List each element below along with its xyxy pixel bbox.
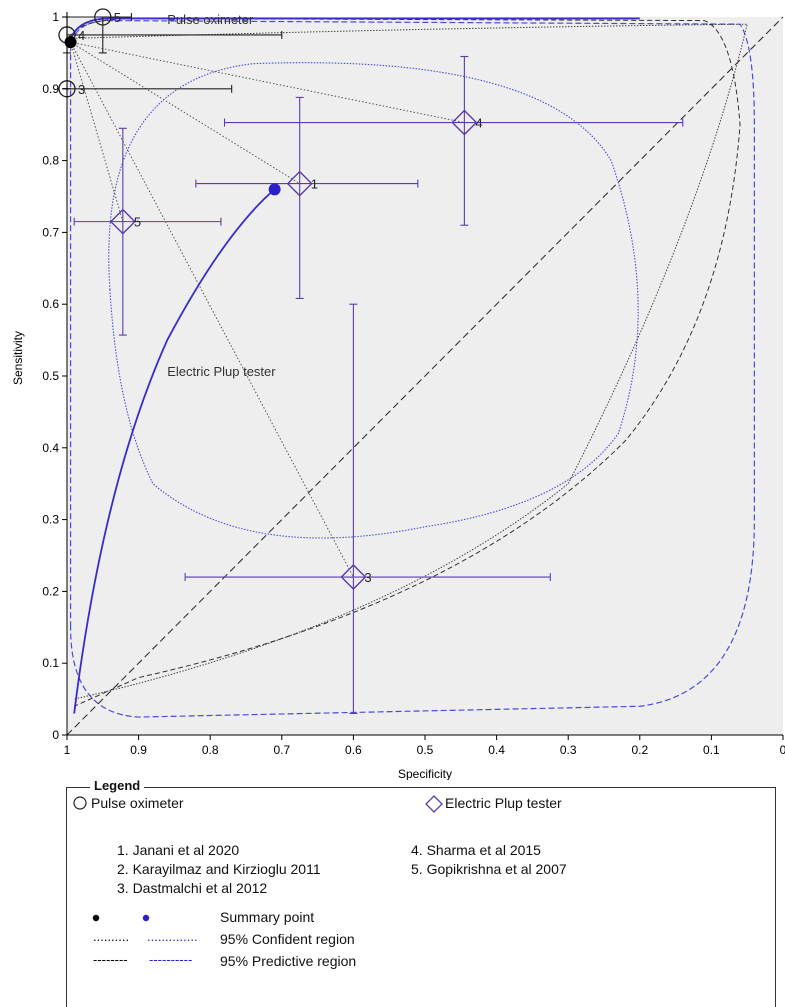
plup-study-1-label: 1 [311,177,318,192]
legend-title: Legend [90,778,145,793]
y-tick-label-10: 1 [52,10,59,24]
x-tick-label-7: 0.3 [560,743,577,757]
plup-study-4-marker [451,109,478,136]
y-tick-label-7: 0.7 [42,225,59,239]
pulse-predictive-region [66,17,741,707]
plup-study-3-marker [340,564,367,591]
plup-study-1-marker [286,170,313,197]
plup-sroc-curve [73,188,276,714]
x-tick-label-2: 0.8 [202,743,219,757]
legend-pred-dashes-black: -------- [93,952,128,967]
legend-summary-label: Summary point [220,909,315,925]
study-4: 4. Sharma et al 2015 [411,842,541,858]
legend-pred-dashes-blue: ---------- [149,952,193,967]
y-tick-label-4: 0.4 [42,441,59,455]
study-5: 5. Gopikrishna et al 2007 [411,861,567,877]
x-tick-label-0: 1 [64,743,71,757]
plup-summary-point [268,183,281,196]
x-tick-label-10: 0 [780,743,785,757]
reference-diagonal [66,16,784,736]
legend-conf-dots-blue: .............. [147,929,198,944]
x-tick-label-9: 0.1 [703,743,720,757]
summary-black-dot [92,914,100,922]
y-tick-label-8: 0.8 [42,154,59,168]
legend-conf-dots-black: .......... [93,929,130,944]
legend-box [66,787,776,1007]
connector-line-2 [70,41,300,185]
pulse-study-3-label: 3 [78,82,85,97]
pulse-study-5-label: 5 [114,10,121,25]
plup-study-5-label: 5 [134,215,141,230]
pulse-legend-icon [73,796,87,810]
connector-line-0 [70,41,354,578]
plup-curve-label: Electric Plup tester [167,364,276,379]
x-tick-label-8: 0.2 [631,743,648,757]
pulse-study-5-marker [94,8,112,26]
x-tick-label-6: 0.4 [488,743,505,757]
summary-blue-dot [142,914,150,922]
legend-confident-label: 95% Confident region [220,931,355,947]
plup-confident-region [108,62,639,539]
pulse-study-4-label: 4 [78,28,85,43]
x-tick-label-5: 0.5 [417,743,434,757]
connector-line-1 [70,41,465,124]
summary-legend-icons [92,914,150,922]
study-3: 3. Dastmalchi et al 2012 [117,880,268,896]
x-tick-label-1: 0.9 [130,743,147,757]
x-axis-label: Specificity [398,767,452,780]
y-tick-label-9: 0.9 [42,82,59,96]
x-tick-label-4: 0.6 [345,743,362,757]
plup-study-4-label: 4 [475,116,482,131]
x-tick-label-3: 0.7 [273,743,290,757]
y-tick-label-3: 0.3 [42,513,59,527]
study-2: 2. Karayilmaz and Kirzioglu 2011 [117,861,321,877]
y-tick-label-6: 0.6 [42,297,59,311]
study-1: 1. Janani et al 2020 [117,842,240,858]
pulse-curve-label: Pulse oximeter [167,12,254,27]
legend-plup-label: Electric Plup tester [445,795,562,811]
y-tick-label-5: 0.5 [42,369,59,383]
plup-study-5-marker [109,208,136,235]
legend-predictive-label: 95% Predictive region [220,953,357,969]
y-tick-label-2: 0.2 [42,584,59,598]
sroc-chart: Pulse oximeter Electric Plup tester 5 4 3 4 1… [11,8,785,780]
plup-study-3-label: 3 [364,570,371,585]
y-tick-label-0: 0 [52,728,59,742]
plup-legend-icon [425,795,443,813]
pulse-summary-point [64,36,77,49]
y-axis-label: Sensitivity [11,331,25,385]
legend-pulse-label: Pulse oximeter [91,795,184,811]
y-tick-label-1: 0.1 [42,656,59,670]
